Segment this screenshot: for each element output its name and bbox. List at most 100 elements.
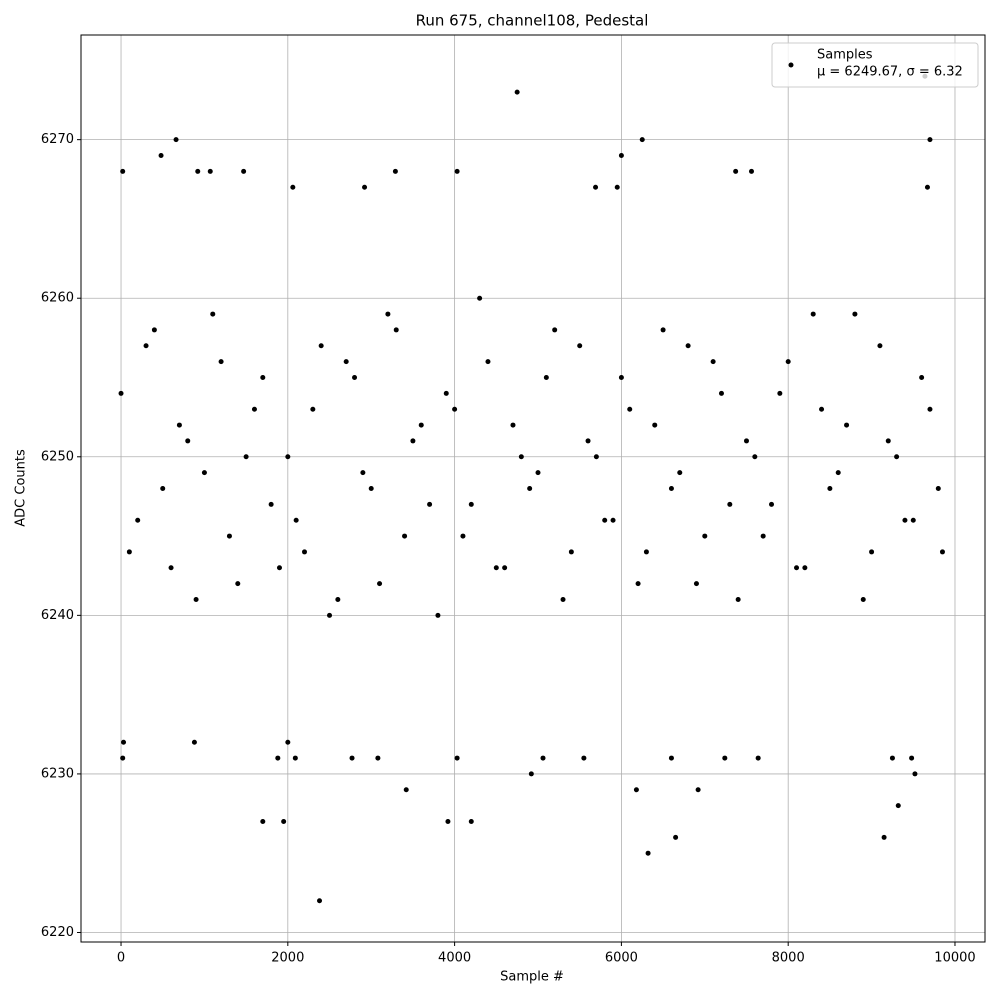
data-point <box>335 596 341 602</box>
data-point <box>427 501 433 507</box>
data-point <box>226 533 232 539</box>
data-point <box>193 596 199 602</box>
data-point <box>835 470 841 476</box>
data-point <box>827 486 833 491</box>
data-point <box>881 834 887 840</box>
data-point <box>118 390 124 396</box>
data-point <box>349 755 355 761</box>
data-point <box>452 406 458 412</box>
data-point <box>755 755 761 761</box>
data-point <box>468 501 474 507</box>
data-point <box>718 390 724 396</box>
data-point <box>889 755 895 761</box>
data-point <box>454 168 460 174</box>
data-point <box>327 612 333 618</box>
data-point <box>168 565 174 571</box>
data-point <box>577 343 583 349</box>
data-point <box>743 438 749 444</box>
y-tick-label: 6240 <box>41 608 74 623</box>
data-point <box>317 898 323 904</box>
data-point <box>581 755 587 761</box>
data-point <box>769 501 775 507</box>
data-point <box>243 454 249 460</box>
data-point <box>895 803 901 809</box>
data-point <box>445 818 451 824</box>
data-point <box>518 454 524 460</box>
data-point <box>485 359 491 365</box>
y-axis-label: ADC Counts <box>14 449 29 527</box>
data-point <box>241 168 247 174</box>
data-point <box>176 422 182 428</box>
data-point <box>185 438 191 444</box>
data-point <box>385 311 391 317</box>
data-point <box>668 486 674 491</box>
data-point <box>510 422 516 428</box>
data-point <box>151 327 157 333</box>
data-point <box>860 596 866 602</box>
data-point <box>251 406 257 412</box>
data-point <box>748 168 754 174</box>
data-point <box>794 565 800 571</box>
data-point <box>668 755 674 761</box>
data-point <box>752 454 758 460</box>
y-tick-label: 6220 <box>41 925 74 940</box>
data-point <box>535 470 541 476</box>
data-point <box>527 486 533 491</box>
data-point <box>235 581 241 587</box>
data-point <box>318 343 324 349</box>
data-point <box>502 565 508 571</box>
x-tick-label: 2000 <box>271 951 304 966</box>
y-tick-label: 6260 <box>41 291 74 306</box>
data-point <box>912 771 918 777</box>
data-point <box>460 533 466 539</box>
x-tick-label: 8000 <box>772 951 805 966</box>
data-point <box>540 755 546 761</box>
data-point <box>310 406 316 412</box>
data-point <box>639 137 645 143</box>
data-point <box>785 359 791 365</box>
data-point <box>368 486 374 491</box>
data-point <box>693 581 699 587</box>
data-point <box>677 470 683 476</box>
data-point <box>160 486 166 491</box>
legend-label: Samples <box>817 48 873 63</box>
data-point <box>275 755 281 761</box>
data-point <box>173 137 179 143</box>
data-point <box>403 787 409 793</box>
data-point <box>293 517 299 523</box>
data-point <box>552 327 558 333</box>
x-tick-label: 10000 <box>934 951 975 966</box>
data-point <box>645 850 651 856</box>
legend-box <box>771 42 979 88</box>
y-tick-label: 6250 <box>41 449 74 464</box>
data-point <box>924 184 930 190</box>
data-point <box>120 755 126 761</box>
data-point <box>935 486 941 491</box>
data-point <box>281 818 287 824</box>
data-point <box>121 739 127 745</box>
x-axis-label: Sample # <box>500 970 564 985</box>
x-tick-label: 0 <box>117 951 125 966</box>
data-point <box>468 818 474 824</box>
data-point <box>927 406 933 412</box>
legend-marker <box>788 62 794 68</box>
data-point <box>593 184 599 190</box>
y-tick-label: 6230 <box>41 766 74 781</box>
data-point <box>454 755 460 761</box>
data-point <box>909 755 915 761</box>
data-point <box>939 549 945 555</box>
data-point <box>869 549 875 555</box>
data-point <box>362 184 368 190</box>
data-point <box>652 422 658 428</box>
data-point <box>919 375 925 381</box>
data-point <box>819 406 825 412</box>
data-point <box>685 343 691 349</box>
data-point <box>377 581 383 587</box>
data-point <box>477 295 483 301</box>
data-point <box>352 375 358 381</box>
data-point <box>268 501 274 507</box>
data-point <box>610 517 616 523</box>
data-point <box>885 438 891 444</box>
data-point <box>910 517 916 523</box>
data-point <box>493 565 499 571</box>
